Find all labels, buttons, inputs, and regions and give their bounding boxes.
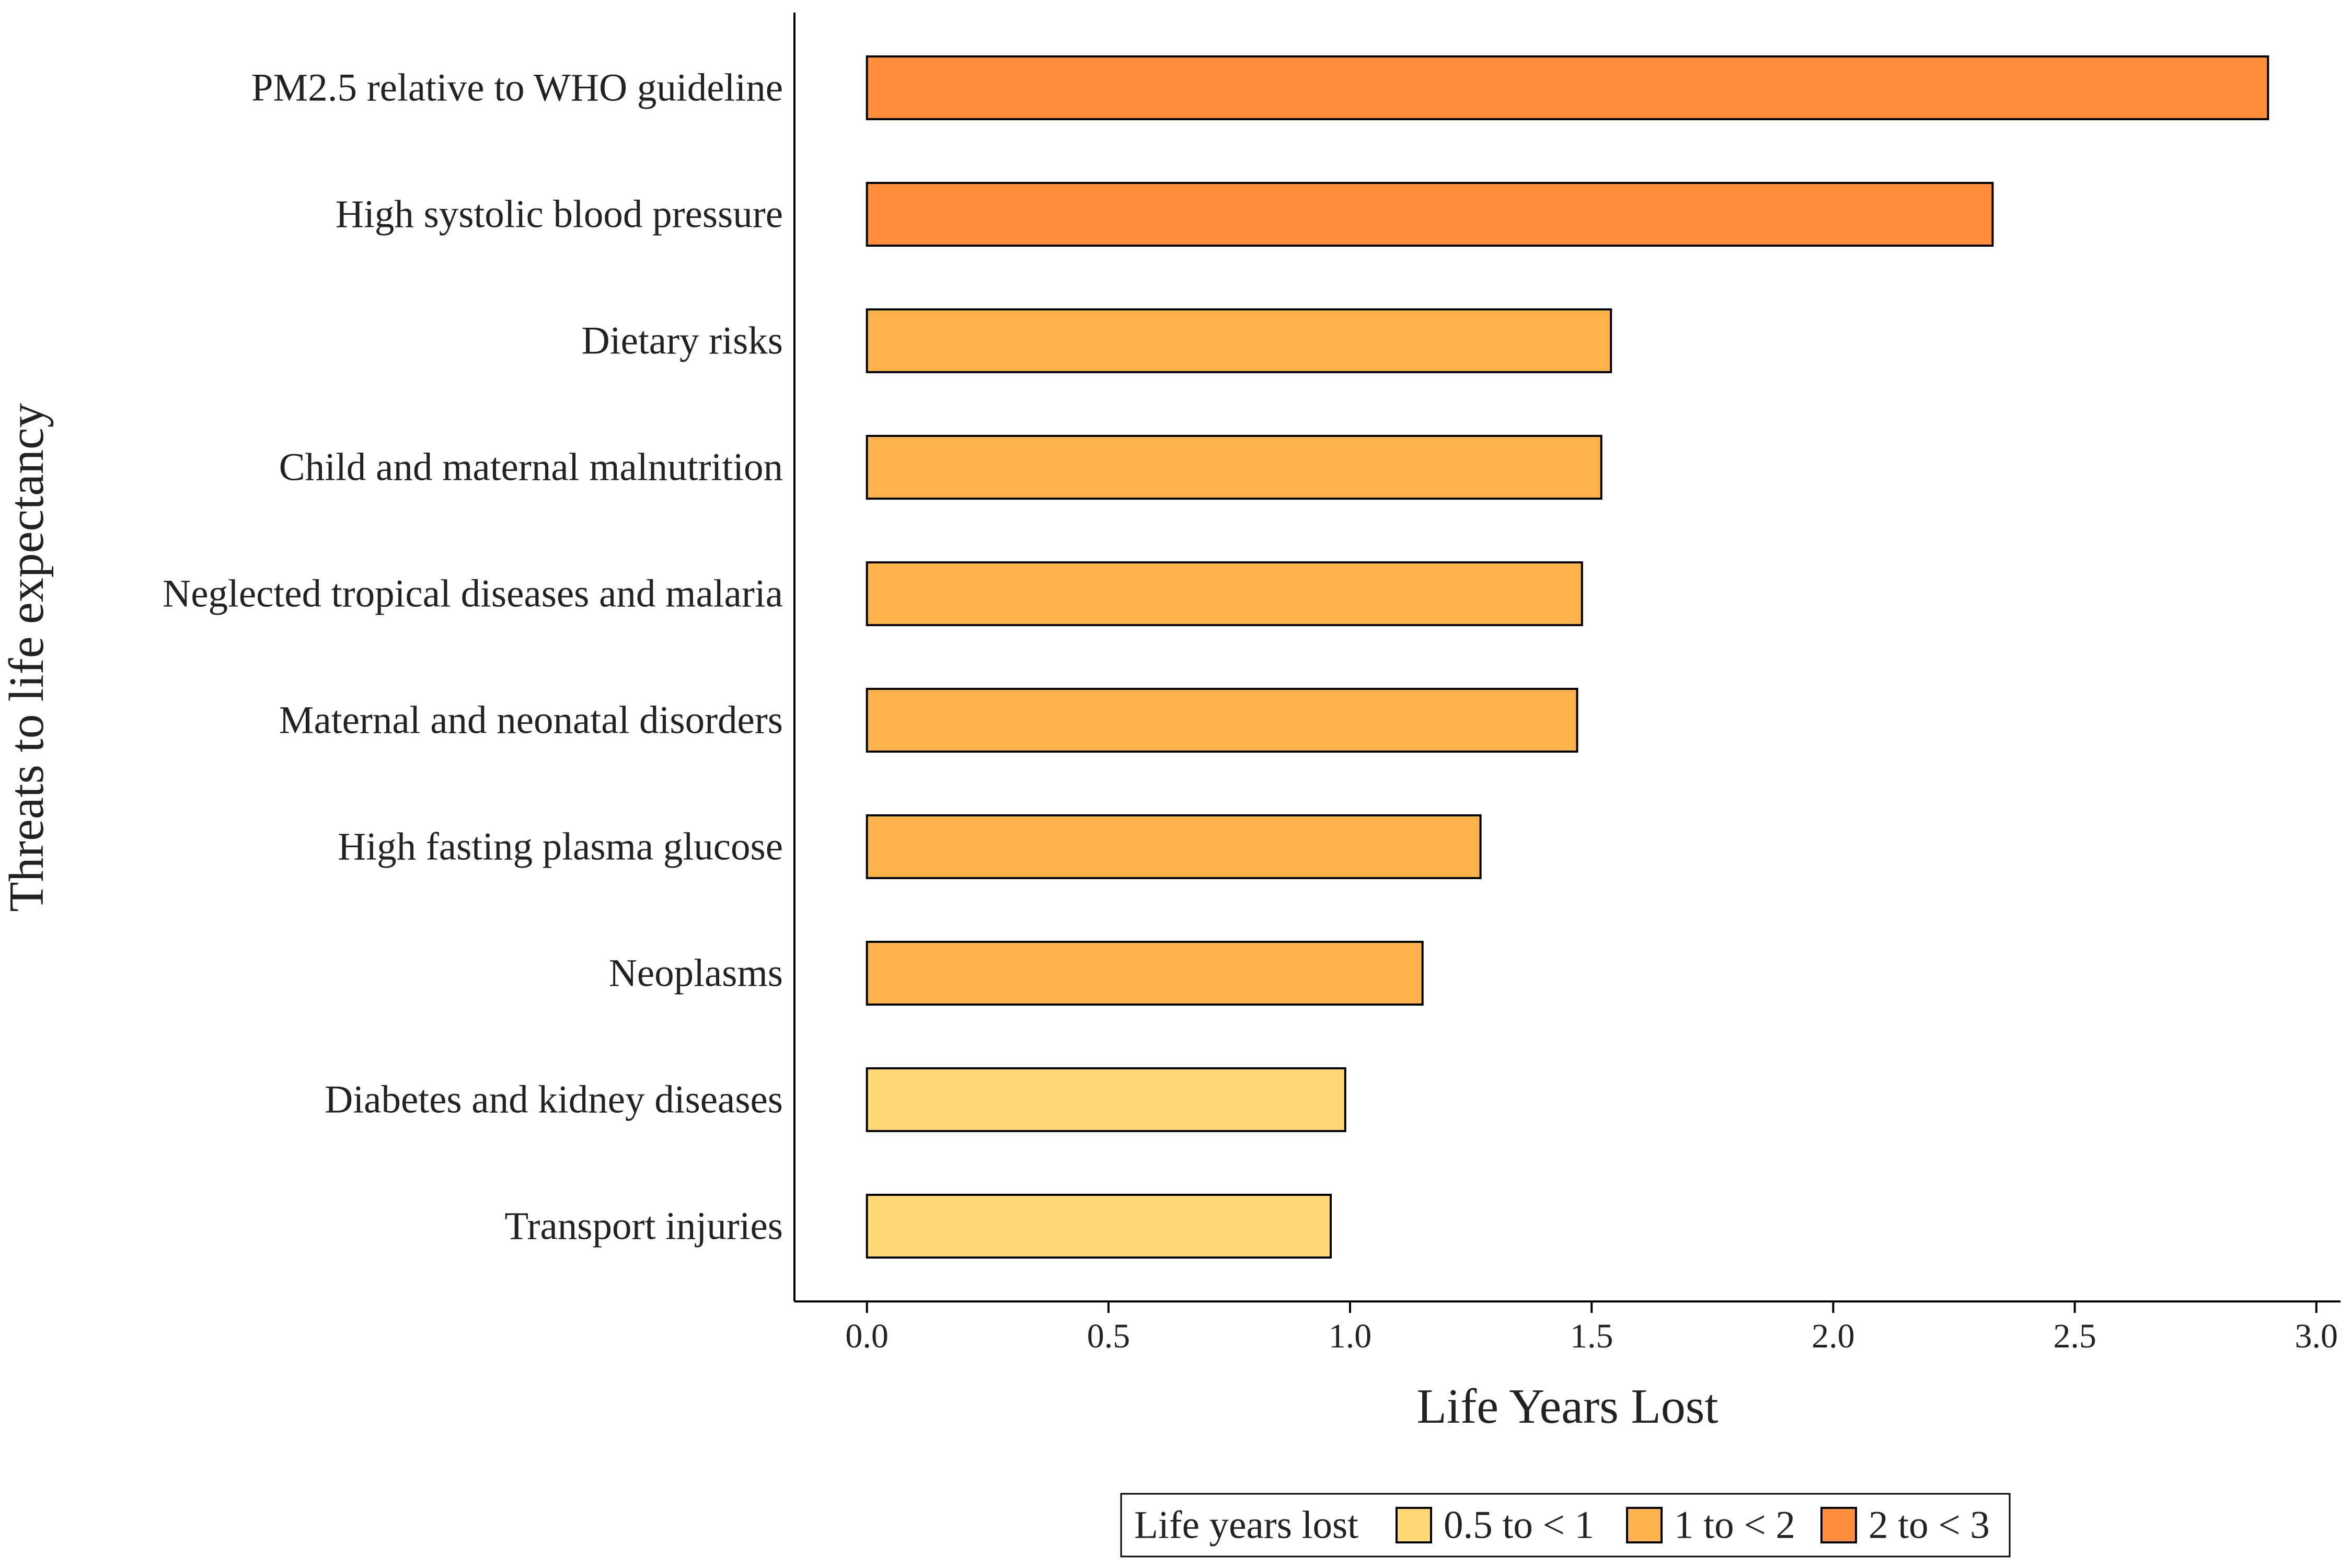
category-label: Dietary risks: [582, 319, 783, 363]
bar: [866, 55, 2269, 120]
bar: [866, 688, 1578, 753]
legend: Life years lost 0.5 to < 1 1 to < 2 2 to <…: [1120, 1493, 2011, 1558]
category-label: Child and maternal malnutrition: [279, 446, 783, 489]
x-tick-label: 3.0: [2295, 1317, 2338, 1355]
legend-swatch: [1396, 1507, 1432, 1543]
x-tick-label: 2.5: [2053, 1317, 2096, 1355]
bar: [866, 182, 1994, 247]
legend-swatch: [1820, 1507, 1857, 1543]
bar: [866, 561, 1583, 626]
bar: [866, 1067, 1346, 1132]
x-tick-label: 1.0: [1329, 1317, 1372, 1355]
x-axis-title: Life Years Lost: [1417, 1379, 1719, 1434]
legend-label: 2 to < 3: [1869, 1504, 1990, 1547]
category-label: PM2.5 relative to WHO guideline: [251, 66, 783, 110]
category-labels: PM2.5 relative to WHO guideline High syst…: [163, 66, 783, 1248]
x-tick-label: 0.5: [1087, 1317, 1131, 1355]
bar: [866, 1194, 1332, 1259]
legend-label: 0.5 to < 1: [1444, 1504, 1594, 1547]
category-label: Transport injuries: [504, 1205, 783, 1248]
axes: [793, 13, 2341, 1302]
category-label: Diabetes and kidney diseases: [325, 1078, 783, 1122]
y-axis-title: Threats to life expectancy: [0, 403, 54, 912]
x-tick-label: 0.0: [845, 1317, 889, 1355]
bar: [866, 941, 1424, 1006]
category-label: High fasting plasma glucose: [338, 825, 783, 869]
category-label: Neoplasms: [609, 952, 783, 995]
x-tick-label: 1.5: [1570, 1317, 1613, 1355]
legend-label: 1 to < 2: [1674, 1504, 1795, 1547]
bar: [866, 814, 1482, 879]
legend-title: Life years lost: [1134, 1504, 1358, 1547]
bar: [866, 308, 1612, 373]
category-label: Neglected tropical diseases and malaria: [163, 572, 783, 616]
legend-box: [1120, 1493, 2011, 1558]
category-label: High systolic blood pressure: [336, 193, 783, 236]
bars: [866, 55, 2269, 1259]
bar: [866, 435, 1602, 500]
x-tick-label: 2.0: [1812, 1317, 1855, 1355]
x-ticks: 0.0 0.5 1.0 1.5 2.0 2.5 3.0: [845, 1301, 2338, 1355]
category-label: Maternal and neonatal disorders: [279, 699, 783, 742]
legend-swatch: [1626, 1507, 1663, 1543]
